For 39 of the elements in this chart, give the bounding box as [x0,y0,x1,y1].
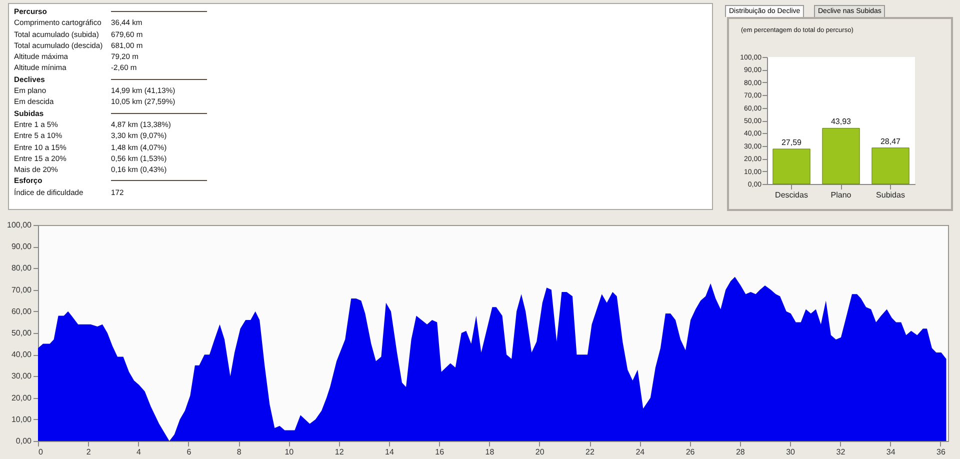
bar [872,148,910,184]
x-tick-label: 22 [586,448,596,456]
y-tick-label: 10,00 [11,414,32,424]
x-tick-label: 2 [86,448,92,456]
x-tick-label: 24 [636,448,646,456]
y-tick-label: 70,00 [11,285,32,294]
x-tick-label: 16 [435,448,445,456]
x-tick-label: 20 [535,448,545,456]
y-tick-label: 100,00 [7,220,32,230]
bar [822,128,860,184]
bar [772,148,810,184]
y-tick-label: 60,00 [11,306,32,316]
x-tick-label: 6 [186,448,192,456]
x-tick-label: 18 [485,448,495,456]
x-tick-label: Subidas [876,190,905,200]
x-tick-label: Descidas [775,190,808,200]
x-tick-label: 10 [284,448,294,456]
x-tick-label: 36 [936,448,946,456]
y-tick-label: 90,00 [11,242,32,252]
data-label: 43,93 [830,117,852,126]
x-tick-label: 28 [736,448,746,456]
x-tick-label: 4 [136,448,142,456]
x-tick-label: 26 [686,448,696,456]
x-tick-label: Plano [830,190,852,200]
x-tick-label: 0 [38,448,44,456]
x-tick-label: 14 [385,448,394,456]
x-tick-label: 12 [334,448,344,456]
x-tick-label: 8 [236,448,242,456]
y-tick-label: 30,00 [11,372,32,381]
data-label: 28,47 [880,136,902,146]
y-tick-label: 50,00 [11,328,32,338]
y-tick-label: 20,00 [11,393,32,402]
y-tick-label: 80,00 [11,264,32,273]
x-tick-label: 32 [836,448,846,456]
x-tick-label: 30 [786,448,796,456]
y-tick-label: 0,00 [16,436,32,446]
y-tick-label: 40,00 [11,350,32,360]
x-tick-label: 34 [886,448,896,456]
data-label: 27,59 [781,138,802,147]
